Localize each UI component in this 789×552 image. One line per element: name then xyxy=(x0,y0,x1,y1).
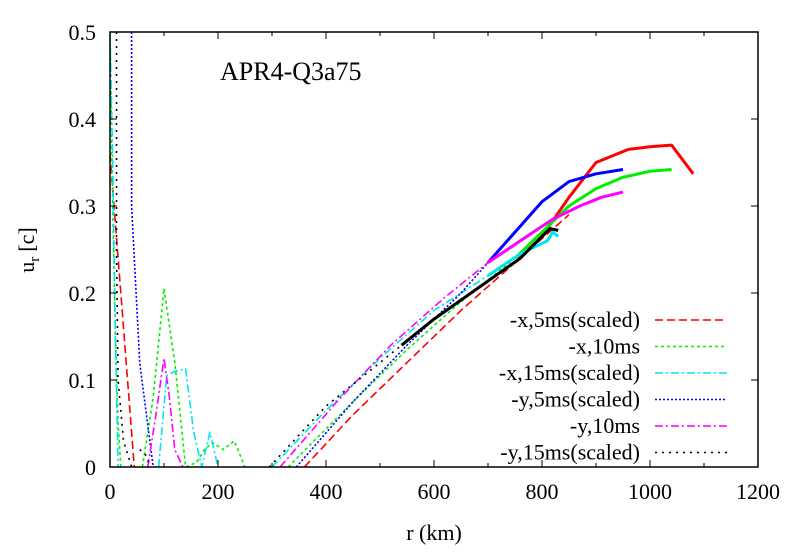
series-line xyxy=(487,230,560,277)
y-axis-label-main: u xyxy=(14,262,39,273)
plot-frame xyxy=(109,31,759,468)
series-line xyxy=(110,32,119,467)
series-line xyxy=(486,168,624,264)
series-5 xyxy=(115,32,559,467)
series-line xyxy=(295,262,489,467)
chart-title: APR4-Q3a75 xyxy=(220,57,362,86)
y-tick-label: 0.4 xyxy=(69,107,97,132)
series-line xyxy=(147,357,184,467)
y-axis-label-unit: [c] xyxy=(14,227,39,251)
plot-lines xyxy=(110,32,695,467)
series-line xyxy=(279,261,489,467)
axis-ticks: 0 200 400 600 800 1000 1200 0 0.1 0.2 0.3 0.4 0.5 xyxy=(69,20,781,504)
series-line xyxy=(271,274,489,467)
y-tick-label: 0.2 xyxy=(69,281,97,306)
series-line xyxy=(115,32,133,467)
legend-label: -x,15ms(scaled) xyxy=(499,360,640,385)
series-line xyxy=(268,344,403,467)
x-tick-label: 1000 xyxy=(628,479,672,504)
x-tick-label: 400 xyxy=(310,479,343,504)
x-tick-label: 1200 xyxy=(736,479,780,504)
series-4 xyxy=(147,190,624,467)
series-line xyxy=(287,257,516,467)
series-2 xyxy=(110,32,560,467)
x-tick-label: 600 xyxy=(418,479,451,504)
y-axis-label-sub: r xyxy=(27,257,43,262)
x-tick-label: 200 xyxy=(202,479,235,504)
series-line xyxy=(110,153,136,467)
series-line xyxy=(130,32,154,467)
y-tick-label: 0 xyxy=(85,455,96,480)
svg-text:ur[c]: ur [c] xyxy=(14,227,43,272)
x-tick-label: 800 xyxy=(526,479,559,504)
series-3 xyxy=(130,32,624,467)
legend: -x,5ms(scaled)-x,10ms-x,15ms(scaled)-y,5… xyxy=(499,307,727,465)
y-tick-label: 0.5 xyxy=(69,20,97,45)
series-line xyxy=(513,168,672,260)
legend-label: -x,5ms(scaled) xyxy=(510,307,640,332)
legend-label: -x,10ms xyxy=(569,334,641,359)
series-line xyxy=(303,214,570,467)
legend-label: -y,5ms(scaled) xyxy=(511,387,640,412)
series-line xyxy=(400,227,559,347)
legend-label: -y,15ms(scaled) xyxy=(500,440,640,465)
series-line xyxy=(157,367,219,467)
x-tick-label: 0 xyxy=(105,479,116,504)
y-axis-label: ur [c] xyxy=(14,227,43,272)
series-line xyxy=(141,287,246,467)
series-line xyxy=(513,143,695,264)
x-axis-label: r (km) xyxy=(406,520,462,545)
y-tick-label: 0.1 xyxy=(69,368,97,393)
legend-label: -y,10ms xyxy=(570,413,640,438)
series-line xyxy=(487,190,624,264)
y-tick-label: 0.3 xyxy=(69,194,97,219)
